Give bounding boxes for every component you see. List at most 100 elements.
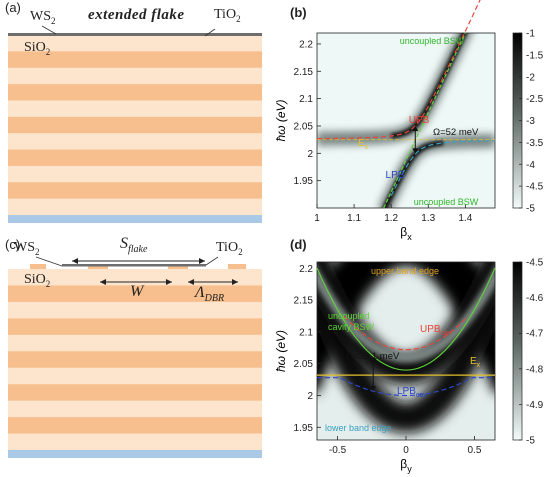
dbr-layer: [8, 100, 262, 118]
lower-band-edge-label: lower band edge: [325, 423, 392, 433]
rabi-label: Ω=32.1 meV: [346, 351, 400, 362]
dbr-layer: [8, 165, 262, 183]
y-tick-label: 2.05: [294, 121, 314, 132]
uncoupled-label-line2: cavity BSW: [328, 322, 375, 332]
colorbar-tick-label: -4.8: [526, 364, 544, 375]
y-tick-label: 1.95: [294, 176, 314, 187]
rabi-label: Ω=52 meV: [433, 127, 479, 138]
dbr-layer: [8, 182, 262, 200]
panel-c-sio2-label: SiO2: [24, 272, 51, 289]
dbr-layer: [8, 351, 262, 369]
panel-a-sio2-label: SiO2: [24, 40, 51, 57]
panel-c-ws2-label: WS2: [14, 240, 40, 257]
panel-a-ws2-pointer: [41, 25, 57, 35]
colorbar-tick-label: -3: [526, 116, 535, 127]
uncoupled-bsw-top-label: uncoupled BSW: [400, 36, 465, 46]
panel-c-w-label: W: [130, 283, 144, 300]
upb-label: UPB: [409, 115, 430, 126]
dbr-layer: [8, 433, 262, 451]
dbr-layer: [8, 318, 262, 336]
y-tick-label: 2.2: [299, 264, 313, 275]
panel-c-label: (c): [5, 237, 21, 252]
dbr-layer: [8, 367, 262, 385]
y-tick-label: 2.15: [294, 296, 314, 307]
panel-a-label: (a): [5, 0, 21, 15]
dbr-layer: [8, 35, 262, 52]
chart-d: -0.5 0 0.5 1.95 2 2.05 2.1 2.15 2.2 βy ħω (eV) -4.5…: [274, 258, 544, 475]
y-tick-label: 2: [307, 149, 313, 160]
grating-ridge: [228, 264, 246, 269]
colorbar-tick-label: -1: [526, 29, 535, 40]
colorbar-tick-label: -4.7: [526, 329, 544, 340]
lpb-label: LPB: [386, 170, 405, 181]
colorbar-tick-label: -5: [526, 204, 535, 215]
x-tick-label: 0.5: [468, 445, 482, 456]
rabi-arrowhead: [412, 148, 419, 154]
uncoupled-cavity-bsw-curve: [316, 267, 496, 371]
x-tick-label: 0: [403, 445, 409, 456]
dbr-layer: [8, 84, 262, 101]
colorbar-tick-label: -1.5: [526, 50, 544, 61]
colorbar-tick-label: -4: [526, 160, 535, 171]
panel-a-ws2-label: WS2: [30, 9, 56, 26]
colorbar-tick-label: -4.5: [526, 182, 544, 193]
y-axis-label: ħω (eV): [274, 99, 288, 141]
colorbar-tick-label: -4.9: [526, 400, 544, 411]
colorbar: [512, 261, 523, 441]
x-tick-label: 1.3: [421, 213, 435, 224]
upper-band-edge-label: upper band edge: [371, 266, 439, 276]
rabi-arrowhead: [370, 386, 377, 392]
panel-a-structure: [8, 25, 262, 223]
dbr-layer: [8, 285, 262, 303]
panel-d-label: (d): [290, 237, 307, 252]
panel-a-flake-label: extended flake: [88, 7, 185, 23]
colorbar-tick-label: -4.6: [526, 293, 544, 304]
panel-c-lambda-label: ΛDBR: [195, 284, 225, 305]
panel-b-label: (b): [290, 5, 307, 20]
dbr-layer: [8, 384, 262, 402]
colorbar-tick-label: -2: [526, 72, 535, 83]
y-tick-label: 2.15: [294, 67, 314, 78]
exciton-label: Ex: [358, 138, 369, 151]
x-tick-label: 1.1: [347, 213, 361, 224]
colorbar-tick-label: -2.5: [526, 94, 544, 105]
panel-a-tio2-pointer: [204, 28, 216, 37]
x-tick-label: 1: [314, 213, 320, 224]
colorbar-tick-label: -4.5: [526, 258, 544, 269]
colorbar-tick-label: -5: [526, 436, 535, 447]
dbr-layer: [8, 417, 262, 435]
ws2-film: [8, 33, 262, 36]
dbr-layer: [8, 198, 262, 216]
x-tick-label: 1.4: [458, 213, 472, 224]
dbr-layer: [8, 400, 262, 418]
plot-frame: [316, 32, 496, 209]
dbr-layer: [8, 301, 262, 319]
dbr-layer: [8, 149, 262, 167]
panel-c-tio2-label: TiO2: [216, 240, 243, 257]
chart-b: 1 1.1 1.2 1.3 1.4 1.95 2 2.05 2.1 2.15 2.2 βx ħω (eV…: [274, 0, 544, 240]
lpb-curve: [390, 140, 495, 196]
substrate-layer: [8, 450, 262, 458]
y-tick-label: 2.05: [294, 359, 314, 370]
x-tick-label: -0.5: [329, 445, 347, 456]
y-tick-label: 2.2: [299, 39, 313, 50]
x-axis-label: βx: [400, 225, 412, 240]
dbr-layer: [8, 67, 262, 85]
ws2-film: [62, 264, 206, 267]
upb-cav-curve: [343, 315, 469, 351]
panel-a-tio2-label: TiO2: [214, 7, 241, 24]
panel-c-structure: [8, 256, 262, 458]
panel-c-sflake-label: Sflake: [120, 235, 148, 256]
y-tick-label: 2: [307, 391, 313, 402]
dbr-layer: [8, 51, 262, 69]
exciton-label: Ex: [470, 356, 481, 369]
grating-ridge: [30, 264, 46, 269]
y-tick-label: 1.95: [294, 423, 314, 434]
x-tick-label: 1.2: [384, 213, 398, 224]
dbr-layer: [8, 334, 262, 352]
lpb-cav-curve: [317, 377, 495, 397]
uncoupled-bsw-line: [383, 32, 466, 209]
uncoupled-label-line1: uncoupled: [328, 311, 370, 321]
colorbar-tick-label: -3.5: [526, 138, 544, 149]
y-tick-label: 2.1: [299, 94, 313, 105]
